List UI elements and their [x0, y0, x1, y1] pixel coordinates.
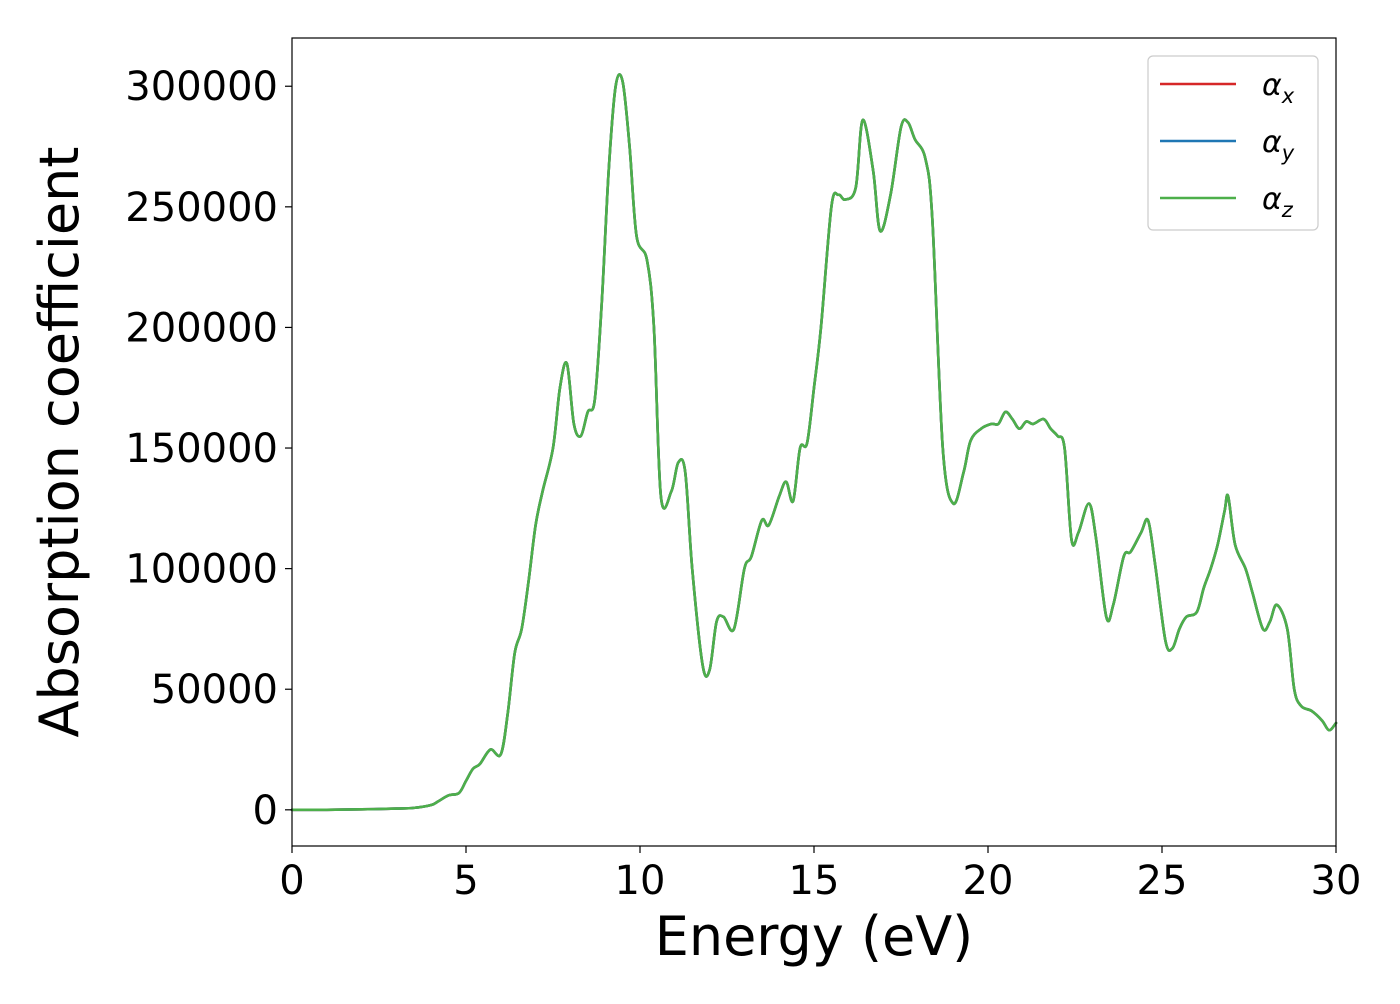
x-tick-label: 25: [1137, 858, 1188, 904]
legend-box: [1147, 55, 1319, 231]
y-tick-label: 100000: [125, 547, 278, 593]
x-tick-label: 10: [615, 858, 666, 904]
y-tick-label: 200000: [125, 305, 278, 351]
x-tick-label: 0: [279, 858, 304, 904]
y-tick-label: 150000: [125, 426, 278, 472]
x-tick-label: 15: [789, 858, 840, 904]
y-tick-label: 0: [253, 788, 278, 834]
x-tick-label: 20: [963, 858, 1014, 904]
y-axis-title: Absorption coefficient: [28, 147, 91, 738]
x-tick-label: 30: [1311, 858, 1362, 904]
y-axis: 0 50000 100000 150000 200000 250000 300000: [125, 64, 292, 834]
y-tick-label: 50000: [151, 667, 278, 713]
x-axis: 0 5 10 15 20 25 30: [279, 846, 1361, 904]
legend-label: αz: [1262, 182, 1294, 222]
x-tick-label: 5: [453, 858, 478, 904]
series-layer: [290, 73, 1338, 812]
x-axis-title: Energy (eV): [655, 905, 974, 968]
series-line-z: [290, 73, 1338, 812]
y-tick-label: 250000: [125, 185, 278, 231]
y-tick-label: 300000: [125, 64, 278, 110]
